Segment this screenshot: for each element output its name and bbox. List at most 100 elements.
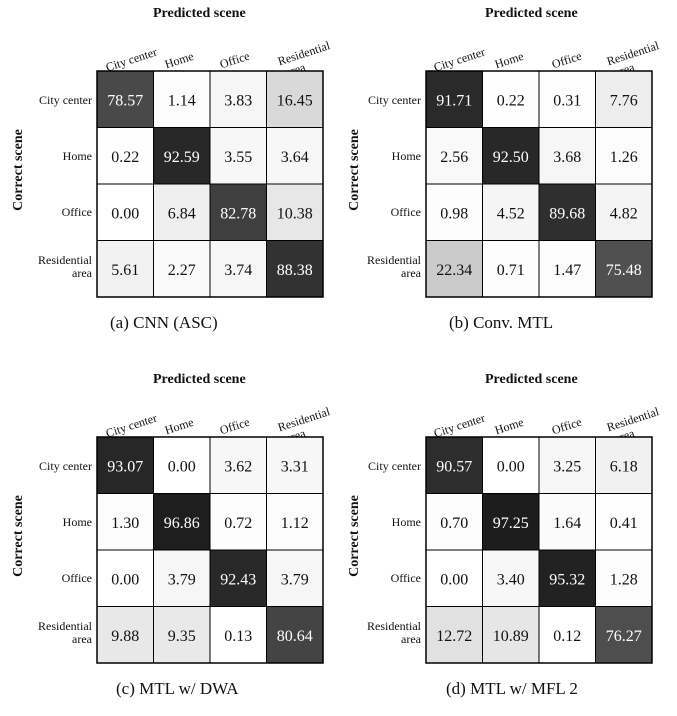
cell-value-label: 0.71 (497, 262, 525, 279)
confusion-matrix-panel-b: Predicted scene City center Home Office … (333, 0, 671, 350)
cell-value-label: 0.70 (440, 515, 468, 532)
confusion-matrix: 78.57 1.14 3.83 16.45 0.22 92.59 3.55 3.64 0.00 6… (96, 70, 324, 298)
cell-value-label: 0.13 (224, 628, 252, 645)
matrix-cell (266, 127, 324, 185)
matrix-cell (482, 240, 540, 298)
correct-scene-title: Correct scene (11, 129, 26, 211)
cell-value-label: 82.78 (220, 205, 256, 222)
matrix-cell (153, 493, 211, 551)
correct-scene-title: Correct scene (11, 495, 26, 577)
cell-value-label: 1.47 (553, 262, 581, 279)
matrix-cell (425, 436, 483, 494)
confusion-matrix: 90.57 0.00 3.25 6.18 0.70 97.25 1.64 0.41 0.00 3.… (425, 436, 653, 664)
row-label-residential-area: Residential area (367, 619, 421, 646)
cell-value-label: 95.32 (549, 571, 585, 588)
confusion-matrix: 91.71 0.22 0.31 7.76 2.56 92.50 3.68 1.26 0.98 4.… (425, 70, 653, 298)
column-label-office: Office (218, 414, 252, 438)
matrix-cell (538, 240, 596, 298)
row-label-city-center: City center (368, 93, 421, 107)
cell-value-label: 1.14 (168, 92, 196, 109)
row-label-residential-area: Residential area (38, 253, 92, 280)
matrix-cell (266, 240, 324, 298)
matrix-cell (482, 127, 540, 185)
confusion-matrix-panel-c: Predicted scene City center Home Office … (0, 366, 338, 716)
cell-value-label: 0.22 (497, 92, 525, 109)
matrix-cell (153, 240, 211, 298)
cell-value-label: 0.00 (168, 458, 196, 475)
caption: (d) MTL w/ MFL 2 (446, 679, 578, 698)
cell-value-label: 76.27 (606, 628, 642, 645)
row-label-home: Home (391, 149, 421, 163)
cell-value-label: 6.84 (168, 205, 196, 222)
column-label-office: Office (550, 48, 584, 72)
cell-value-label: 10.38 (277, 205, 313, 222)
matrix-cell (96, 493, 154, 551)
matrix-cell (209, 549, 267, 607)
matrix-cell (266, 183, 324, 241)
confusion-matrix-panel-d: Predicted scene City center Home Office … (333, 366, 671, 716)
matrix-cell (538, 549, 596, 607)
predicted-scene-title: Predicted scene (153, 372, 246, 387)
cell-value-label: 12.72 (436, 628, 472, 645)
cell-value-label: 3.79 (168, 571, 196, 588)
cell-value-label: 88.38 (277, 262, 313, 279)
cell-value-label: 78.57 (107, 92, 143, 109)
cell-value-label: 3.79 (281, 571, 309, 588)
cell-value-label: 0.31 (553, 92, 581, 109)
cell-value-label: 22.34 (436, 262, 472, 279)
cell-value-label: 0.98 (440, 205, 468, 222)
cell-value-label: 5.61 (111, 262, 139, 279)
cell-value-label: 0.00 (111, 205, 139, 222)
row-label-office: Office (390, 205, 421, 219)
matrix-cell (266, 549, 324, 607)
row-label-city-center: City center (39, 459, 92, 473)
cell-value-label: 3.31 (281, 458, 309, 475)
matrix-cell (266, 493, 324, 551)
matrix-cell (209, 436, 267, 494)
column-label-home: Home (493, 414, 526, 438)
cell-value-label: 3.83 (224, 92, 252, 109)
predicted-scene-title: Predicted scene (485, 6, 578, 21)
row-label-residential-area: Residential area (367, 253, 421, 280)
matrix-cell (153, 606, 211, 664)
correct-scene-title: Correct scene (347, 495, 362, 577)
matrix-cell (538, 127, 596, 185)
cell-value-label: 96.86 (164, 515, 200, 532)
correct-scene-title: Correct scene (347, 129, 362, 211)
matrix-cell (595, 549, 653, 607)
cell-value-label: 3.74 (224, 262, 252, 279)
matrix-cell (595, 606, 653, 664)
column-label-office: Office (550, 414, 584, 438)
matrix-cell (153, 70, 211, 128)
cell-value-label: 89.68 (549, 205, 585, 222)
matrix-cell (425, 127, 483, 185)
column-label-home: Home (493, 48, 526, 72)
row-label-office: Office (390, 571, 421, 585)
cell-value-label: 3.64 (281, 149, 309, 166)
cell-value-label: 1.64 (553, 515, 581, 532)
caption: (a) CNN (ASC) (110, 313, 218, 332)
matrix-cell (482, 606, 540, 664)
matrix-cell (595, 240, 653, 298)
predicted-scene-title: Predicted scene (485, 372, 578, 387)
cell-value-label: 1.30 (111, 515, 139, 532)
cell-value-label: 1.28 (610, 571, 638, 588)
row-label-home: Home (62, 149, 92, 163)
column-label-office: Office (218, 48, 252, 72)
cell-value-label: 7.76 (610, 92, 638, 109)
cell-value-label: 3.55 (224, 149, 252, 166)
cell-value-label: 10.89 (493, 628, 529, 645)
cell-value-label: 4.82 (610, 205, 638, 222)
cell-value-label: 0.00 (497, 458, 525, 475)
caption: (c) MTL w/ DWA (116, 679, 239, 698)
cell-value-label: 90.57 (436, 458, 472, 475)
matrix-cell (538, 183, 596, 241)
cell-value-label: 75.48 (606, 262, 642, 279)
matrix-cell (482, 183, 540, 241)
cell-value-label: 3.62 (224, 458, 252, 475)
cell-value-label: 0.41 (610, 515, 638, 532)
cell-value-label: 2.27 (168, 262, 196, 279)
row-label-home: Home (391, 515, 421, 529)
row-label-office: Office (61, 205, 92, 219)
column-label-home: Home (163, 414, 196, 438)
